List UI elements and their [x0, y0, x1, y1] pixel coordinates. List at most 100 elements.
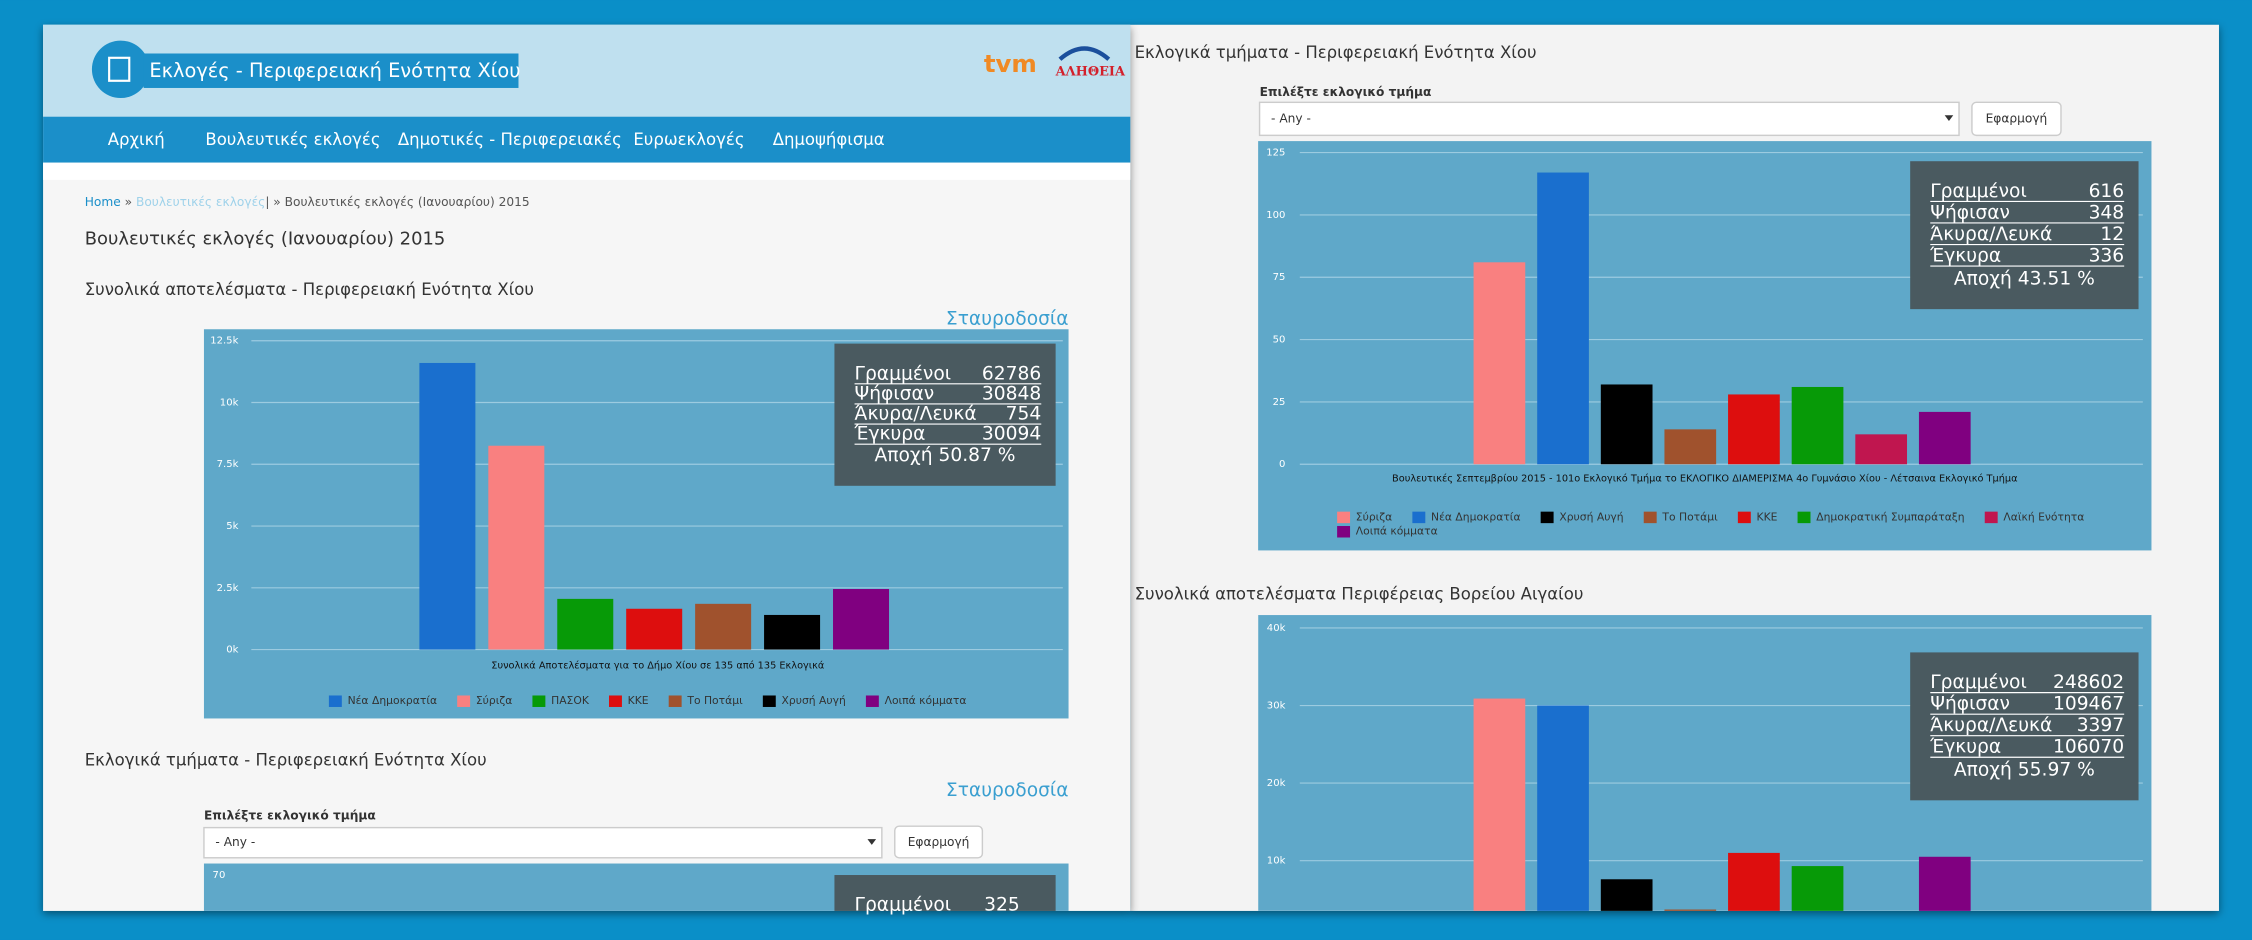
y-tick-label: 10k: [220, 397, 239, 408]
stat-label: Έγκυρα: [1929, 246, 2001, 267]
y-tick-label: 0k: [226, 645, 238, 656]
legend-swatch: [1797, 511, 1811, 524]
section-link[interactable]: Σταυροδοσία: [946, 780, 1069, 801]
y-tick-label: 5k: [226, 521, 238, 532]
legend-label: Σύριζα: [1356, 510, 1392, 523]
bar: [488, 445, 545, 650]
bar: [1728, 852, 1780, 911]
chart: 0k 2.5k 5k 7.5k 10k 12.5k Συνολικά Αποτελέσματ…: [203, 329, 1069, 719]
stat-value: 325: [984, 895, 1020, 916]
select-label: Επιλέξτε εκλογικό τμήμα: [1260, 85, 1432, 99]
legend-label: Δημοκρατική Συμπαράταξη: [1816, 510, 1964, 523]
breadcrumb-link[interactable]: Home: [85, 195, 121, 209]
legend-label: Λοιπά κόμματα: [885, 694, 967, 707]
nav-item[interactable]: Δημοψήφισμα: [773, 130, 885, 149]
chart-title: Συνολικά αποτελέσματα Περιφέρειας Βορείο…: [1135, 584, 1584, 603]
select-value: - Any -: [1271, 111, 1311, 125]
section-title: Εκλογικά τμήματα - Περιφερειακή Ενότητα …: [85, 750, 487, 769]
legend-swatch: [865, 695, 879, 707]
stat-value: 30094: [982, 424, 1041, 445]
apply-button-label: Εφαρμογή: [908, 835, 970, 849]
site-logo: [91, 40, 150, 99]
legend-swatch: [1337, 511, 1351, 524]
page-title: Βουλευτικές εκλογές (Ιανουαρίου) 2015: [85, 228, 446, 249]
stat-value: 616: [2089, 181, 2125, 202]
y-tick-label: 100: [1266, 210, 1285, 221]
legend-swatch: [1412, 511, 1426, 524]
stats-box: [834, 343, 1056, 486]
chart: 0 25 50 75 100 125 Βουλευτικές Σεπτεμβρίου 201…: [1258, 141, 2152, 551]
legend-swatch: [1737, 511, 1751, 524]
chart-link[interactable]: Σταυροδοσία: [946, 309, 1069, 330]
stats-box: [1910, 161, 2139, 310]
bar: [1664, 429, 1717, 465]
legend-swatch: [532, 695, 546, 707]
bar: [1728, 394, 1780, 465]
y-tick-label: 20k: [1267, 778, 1286, 789]
nav-item[interactable]: Βουλευτικές εκλογές: [205, 130, 380, 149]
partner-logo[interactable]: tvm: [984, 49, 1037, 78]
stat-label: Γραμμένοι: [855, 895, 952, 916]
breadcrumb: Home » Βουλευτικές εκλογές| » Βουλευτικέ…: [85, 195, 530, 209]
nav-item[interactable]: Ευρωεκλογές: [633, 130, 744, 149]
stat-value: 348: [2089, 202, 2125, 223]
select-arrow: [867, 839, 877, 845]
breadcrumb-link[interactable]: Βουλευτικές εκλογές: [136, 195, 265, 209]
legend-swatch: [668, 695, 682, 707]
stat-value: 754: [1006, 403, 1042, 424]
nav-item[interactable]: Δημοτικές - Περιφερειακές: [398, 130, 622, 149]
select-arrow: [1944, 115, 1954, 121]
legend-label: Νέα Δημοκρατία: [1431, 510, 1521, 523]
y-tick-label: 10k: [1267, 856, 1286, 867]
chart: 10k 20k 30k 40k Γραμμένοι 248602 Ψήφισαν 109467…: [1258, 615, 2152, 911]
select-box[interactable]: [203, 826, 883, 859]
stat-label: Έγκυρα: [1929, 737, 2001, 758]
legend-swatch: [1643, 511, 1657, 524]
stat-value: 3397: [2077, 715, 2124, 736]
partner-logo[interactable]: ΑΛΗΘΕΙΑ: [1055, 65, 1126, 80]
bar: [1791, 386, 1844, 465]
select-label: Επιλέξτε εκλογικό τμήμα: [204, 809, 376, 823]
stat-label: Γραμμένοι: [1930, 672, 2027, 693]
bar: [626, 608, 683, 650]
y-tick-label: 30k: [1267, 701, 1286, 712]
stat-label: Γραμμένοι: [855, 363, 952, 384]
stat-label: Άκυρα/Λευκά: [1930, 224, 2052, 245]
stat-label: Άκυρα/Λευκά: [1930, 715, 2052, 736]
apply-button-label: Εφαρμογή: [1986, 111, 2048, 125]
y-tick-label: 12.5k: [210, 336, 238, 347]
apply-button[interactable]: [1971, 101, 2062, 137]
bar: [1473, 262, 1526, 465]
legend-label: ΚΚΕ: [1757, 510, 1778, 523]
nav-spacer: [43, 162, 1131, 180]
legend-swatch: [1984, 511, 1998, 524]
stat-label: Έγκυρα: [854, 424, 926, 445]
bar: [764, 614, 821, 650]
apply-button[interactable]: [894, 825, 984, 859]
nav-bar: [43, 116, 1131, 163]
bar: [1600, 879, 1653, 911]
select-box[interactable]: [1258, 101, 1960, 137]
y-tick-label: 7.5k: [217, 459, 239, 470]
stat-label: Ψήφισαν: [1930, 694, 2010, 715]
stat-value: 248602: [2053, 672, 2124, 693]
bar: [833, 589, 890, 650]
legend-swatch: [762, 695, 776, 707]
stat-value: 12: [2100, 224, 2124, 245]
legend-label: Χρυσή Αυγή: [1559, 510, 1623, 523]
y-tick-label: 125: [1266, 148, 1285, 159]
x-axis-label: Βουλευτικές Σεπτεμβρίου 2015 - 101ο Εκλο…: [1392, 473, 2017, 485]
bar: [695, 603, 752, 650]
stat-value: 336: [2089, 246, 2125, 267]
legend-label: ΠΑΣΟΚ: [551, 694, 590, 707]
site-title[interactable]: Εκλογές - Περιφερειακή Ενότητα Χίου: [149, 59, 520, 82]
nav-item[interactable]: Αρχική: [108, 130, 165, 149]
select-value: - Any -: [215, 835, 255, 849]
stat-abstention: Αποχή 55.97 %: [1954, 760, 2095, 781]
stats-box: [1910, 652, 2139, 801]
legend-label: Λαϊκή Ενότητα: [2003, 510, 2084, 523]
bar: [1855, 434, 1908, 465]
y-tick-label: 70: [213, 870, 226, 881]
stat-label: Ψήφισαν: [855, 383, 935, 404]
